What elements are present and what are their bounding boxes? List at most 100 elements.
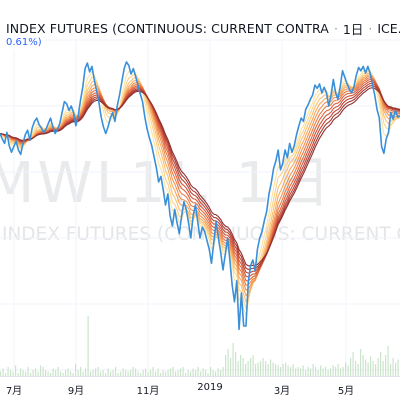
volume-bar [375, 364, 377, 376]
volume-bar [372, 361, 374, 376]
x-tick-label: 5月 [337, 386, 355, 397]
volume-bar [202, 368, 204, 376]
ema-ribbon-line [0, 70, 400, 311]
volume-bar [380, 352, 382, 376]
volume-bar [180, 368, 182, 376]
volume-bar [260, 361, 262, 376]
volume-bar [105, 373, 107, 376]
x-tick-label: 3月 [273, 386, 291, 397]
volume-bar [75, 364, 77, 376]
volume-bar [285, 362, 287, 376]
price-series-line [0, 61, 400, 331]
volume-bar [320, 365, 322, 376]
volume-bar [60, 371, 62, 376]
volume-bar [67, 368, 69, 376]
volume-bar [212, 370, 214, 376]
separator: · [333, 20, 338, 36]
volume-bar [130, 370, 132, 376]
volume-bar [32, 370, 34, 376]
volume-bar [377, 358, 379, 376]
volume-bar [255, 364, 257, 376]
volume-bar [325, 367, 327, 376]
volume-bar [250, 358, 252, 376]
volume-bar [280, 367, 282, 376]
volume-bar [162, 370, 164, 376]
volume-bar [80, 367, 82, 376]
volume-layer [0, 316, 399, 376]
time-axis[interactable]: 7月 9月 11月 2019 3月 5月 [0, 376, 400, 400]
ema-ribbon-line [0, 68, 400, 316]
volume-bar [220, 370, 222, 376]
volume-bar [237, 361, 239, 376]
volume-bar [240, 355, 242, 376]
volume-bar [145, 368, 147, 376]
volume-bar [27, 367, 29, 376]
volume-bar [95, 368, 97, 376]
ema-ribbon-line [0, 72, 400, 303]
volume-bar [110, 371, 112, 376]
volume-bar [317, 370, 319, 376]
volume-bar [40, 365, 42, 376]
volume-bar [5, 373, 7, 376]
volume-bar [102, 370, 104, 376]
volume-bar [282, 364, 284, 376]
volume-bar [182, 367, 184, 376]
legend-header[interactable]: INDEX FUTURES (CONTINUOUS: CURRENT CONTR… [0, 18, 400, 38]
ema-ribbon-line [0, 82, 400, 274]
volume-bar [132, 367, 134, 376]
volume-bar [215, 371, 217, 376]
volume-bar [52, 368, 54, 376]
volume-bar [137, 371, 139, 376]
volume-bar [187, 370, 189, 376]
volume-bar [160, 373, 162, 376]
volume-bar [185, 373, 187, 376]
volume-bar [7, 367, 9, 376]
ema-ribbon-line [0, 77, 400, 286]
volume-bar [390, 364, 392, 376]
volume-bar [10, 370, 12, 376]
volume-bar [70, 371, 72, 376]
volume-bar [322, 368, 324, 376]
volume-bar [392, 358, 394, 376]
volume-bar [35, 368, 37, 376]
volume-bar [227, 349, 229, 376]
volume-bar [92, 370, 94, 376]
volume-bar [235, 352, 237, 376]
volume-bar [65, 370, 67, 376]
volume-bar [170, 368, 172, 376]
volume-bar [385, 355, 387, 376]
volume-bar [340, 368, 342, 376]
volume-bar [205, 370, 207, 376]
volume-bar [277, 365, 279, 376]
symbol-title[interactable]: INDEX FUTURES (CONTINUOUS: CURRENT CONTR… [6, 20, 329, 36]
volume-bar [142, 370, 144, 376]
volume-bar [147, 371, 149, 376]
volume-bar [15, 365, 17, 376]
volume-bar [72, 373, 74, 376]
volume-bar [107, 368, 109, 376]
volume-bar [175, 371, 177, 376]
volume-bar [297, 367, 299, 376]
volume-bar [47, 371, 49, 376]
interval-label[interactable]: 1日 [342, 21, 364, 37]
volume-bar [190, 371, 192, 376]
volume-bar [77, 370, 79, 376]
separator: · [368, 20, 373, 36]
exchange-label[interactable]: ICE... [377, 20, 400, 36]
volume-bar [140, 373, 142, 376]
volume-bar [22, 370, 24, 376]
volume-bar [125, 370, 127, 376]
volume-bar [230, 358, 232, 376]
ema-ribbon-line [0, 85, 400, 270]
ema-ribbon-line [0, 74, 400, 297]
volume-bar [245, 364, 247, 376]
volume-bar [30, 373, 32, 376]
volume-bar [272, 362, 274, 376]
volume-bar [57, 367, 59, 376]
x-tick-label: 7月 [5, 386, 23, 397]
volume-bar [120, 371, 122, 376]
volume-bar [302, 365, 304, 376]
volume-bar [312, 364, 314, 376]
volume-bar [155, 371, 157, 376]
